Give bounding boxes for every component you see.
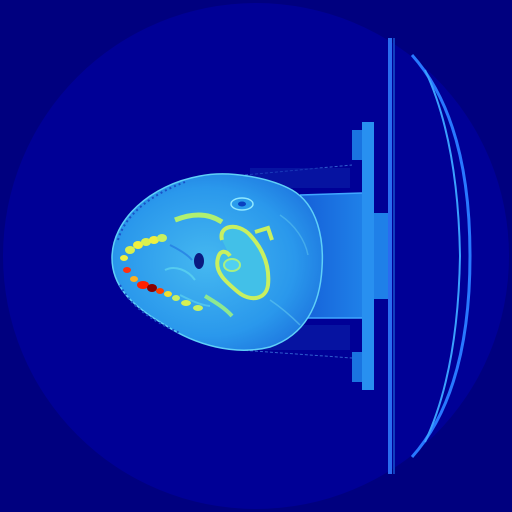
skull-base bbox=[215, 224, 274, 301]
teeth bbox=[120, 234, 203, 311]
airway bbox=[194, 253, 204, 269]
head-cross-section bbox=[111, 173, 324, 351]
